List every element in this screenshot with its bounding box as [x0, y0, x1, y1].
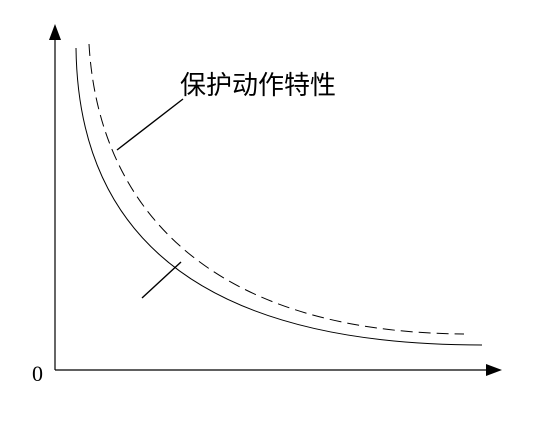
y-axis-arrow — [49, 24, 61, 40]
solid-curve — [75, 47, 483, 346]
dashed-curve — [88, 43, 465, 335]
origin-label: 0 — [32, 361, 43, 386]
curve-annotation-label: 保护动作特性 — [180, 71, 336, 101]
x-axis-arrow — [486, 364, 502, 376]
annotation-leader-line — [116, 98, 184, 151]
solid-curve-leader-line — [141, 261, 182, 299]
